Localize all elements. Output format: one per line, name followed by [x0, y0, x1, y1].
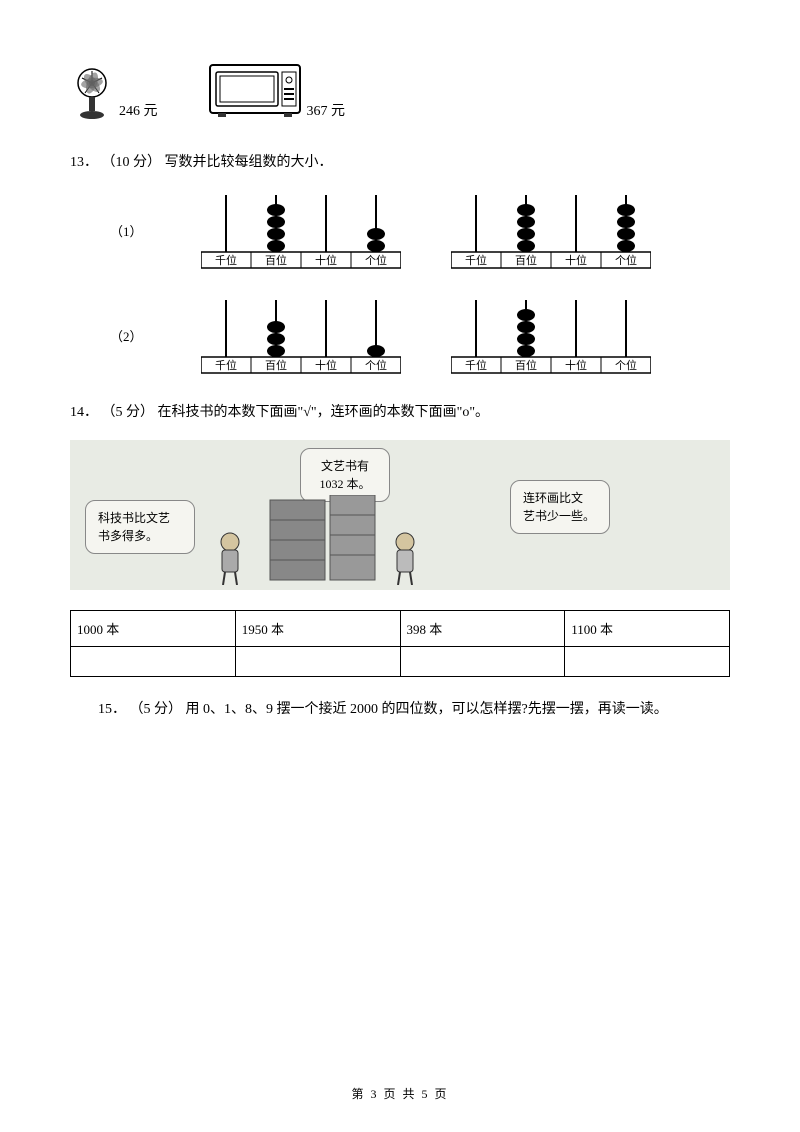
q13-text: 写数并比较每组数的大小．	[165, 155, 333, 170]
table-row: 1000 本 1950 本 398 本 1100 本	[71, 611, 730, 647]
q13-points: （10 分）	[102, 155, 162, 170]
svg-text:百位: 百位	[265, 253, 287, 267]
q15-points: （5 分）	[130, 702, 183, 717]
q15-number: 15．	[98, 702, 126, 717]
table-row	[71, 647, 730, 677]
child-1-icon	[210, 530, 250, 585]
fan-icon	[70, 65, 115, 120]
svg-text:个位: 个位	[365, 253, 387, 267]
table-cell: 398 本	[400, 611, 565, 647]
svg-text:千位: 千位	[215, 358, 237, 372]
table-cell: 1100 本	[565, 611, 730, 647]
svg-text:千位: 千位	[215, 253, 237, 267]
svg-text:十位: 十位	[565, 358, 587, 372]
microwave-price: 367 元	[307, 100, 346, 120]
product-row: 246 元 367 元	[70, 60, 730, 120]
svg-text:百位: 百位	[265, 358, 287, 372]
speech-bubble-1: 科技书比文艺 书多得多。	[85, 500, 195, 554]
abacus-row-1: （1） 千位 百位 十位 个位 千位 百位 十位 个位	[110, 190, 730, 270]
product-microwave: 367 元	[208, 60, 346, 120]
answer-table: 1000 本 1950 本 398 本 1100 本	[70, 610, 730, 677]
bubble1-line2: 书多得多。	[98, 529, 158, 543]
q13-number: 13．	[70, 155, 98, 170]
abacus-1b: 千位 百位 十位 个位	[451, 190, 651, 270]
speech-bubble-3: 连环画比文 艺书少一些。	[510, 480, 610, 534]
svg-text:百位: 百位	[515, 253, 537, 267]
bubble1-line1: 科技书比文艺	[98, 511, 170, 525]
svg-text:百位: 百位	[515, 358, 537, 372]
question-15: 15． （5 分） 用 0、1、8、9 摆一个接近 2000 的四位数，可以怎样…	[70, 697, 730, 722]
bookshelf-icon	[260, 495, 390, 585]
svg-text:十位: 十位	[315, 253, 337, 267]
svg-text:十位: 十位	[565, 253, 587, 267]
table-cell-empty[interactable]	[71, 647, 236, 677]
question-14: 14． （5 分） 在科技书的本数下面画"√"，连环画的本数下面画"o"。	[70, 400, 730, 425]
abacus-row-2: （2） 千位 百位 十位 个位 千位 百位 十位 个位	[110, 295, 730, 375]
sub-label-2: （2）	[110, 326, 143, 345]
child-2-icon	[385, 530, 425, 585]
bubble2-line1: 文艺书有	[321, 459, 369, 473]
svg-text:个位: 个位	[365, 358, 387, 372]
microwave-icon	[208, 60, 303, 120]
bubble3-line2: 艺书少一些。	[523, 509, 595, 523]
svg-text:千位: 千位	[465, 358, 487, 372]
svg-text:个位: 个位	[615, 358, 637, 372]
table-cell-empty[interactable]	[400, 647, 565, 677]
q14-text: 在科技书的本数下面画"√"，连环画的本数下面画"o"。	[158, 405, 490, 420]
table-cell-empty[interactable]	[565, 647, 730, 677]
svg-text:千位: 千位	[465, 253, 487, 267]
table-cell-empty[interactable]	[235, 647, 400, 677]
scene-illustration: 科技书比文艺 书多得多。 文艺书有 1032 本。 连环画比文 艺书少一些。	[70, 440, 730, 590]
svg-text:十位: 十位	[315, 358, 337, 372]
table-cell: 1000 本	[71, 611, 236, 647]
question-13: 13． （10 分） 写数并比较每组数的大小．	[70, 150, 730, 175]
q15-text: 用 0、1、8、9 摆一个接近 2000 的四位数，可以怎样摆?先摆一摆，再读一…	[186, 702, 668, 717]
abacus-1a: 千位 百位 十位 个位	[201, 190, 401, 270]
table-cell: 1950 本	[235, 611, 400, 647]
speech-bubble-2: 文艺书有 1032 本。	[300, 448, 390, 502]
bubble2-line2: 1032 本。	[319, 477, 370, 491]
q14-points: （5 分）	[102, 405, 155, 420]
bubble3-line1: 连环画比文	[523, 491, 583, 505]
abacus-2b: 千位 百位 十位 个位	[451, 295, 651, 375]
abacus-2a: 千位 百位 十位 个位	[201, 295, 401, 375]
sub-label-1: （1）	[110, 221, 143, 240]
svg-text:个位: 个位	[615, 253, 637, 267]
fan-price: 246 元	[119, 100, 158, 120]
page-number: 第 3 页 共 5 页	[351, 1087, 448, 1101]
page-footer: 第 3 页 共 5 页	[0, 1085, 800, 1102]
product-fan: 246 元	[70, 65, 158, 120]
q14-number: 14．	[70, 405, 98, 420]
